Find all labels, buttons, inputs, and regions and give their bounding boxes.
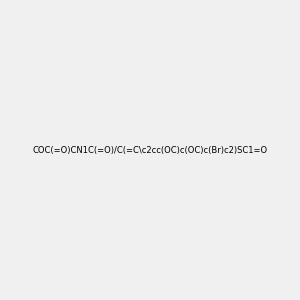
Text: COC(=O)CN1C(=O)/C(=C\c2cc(OC)c(OC)c(Br)c2)SC1=O: COC(=O)CN1C(=O)/C(=C\c2cc(OC)c(OC)c(Br)c… (32, 146, 268, 154)
